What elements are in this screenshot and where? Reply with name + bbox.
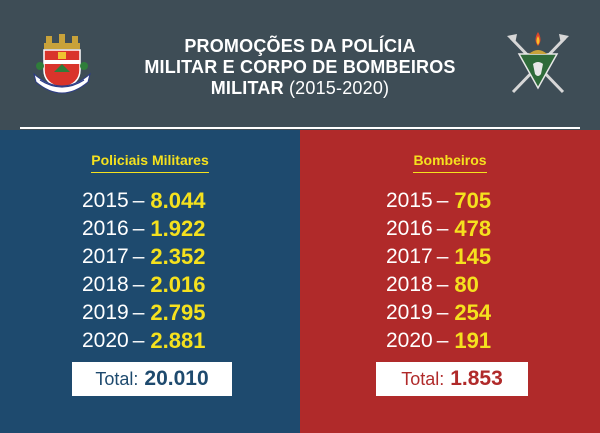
police-heading: Policiais Militares <box>0 152 300 173</box>
row-year: 2016 <box>82 217 129 240</box>
row-value: 1.922 <box>150 216 206 241</box>
row-value: 2.352 <box>150 244 206 269</box>
row-value: 8.044 <box>150 188 206 213</box>
fire-heading-text: Bombeiros <box>413 152 487 173</box>
row-year: 2018 <box>82 273 129 296</box>
fire-row-2016: 2016–478 <box>300 215 600 243</box>
fire-panel: Bombeiros 2015–705 2016–478 2017–145 201… <box>300 130 600 433</box>
header: PROMOÇÕES DA POLÍCIA MILITAR E CORPO DE … <box>0 0 600 130</box>
row-dash: – <box>132 301 145 324</box>
row-value: 2.016 <box>150 272 206 297</box>
police-row-2019: 2019–2.795 <box>0 299 300 327</box>
police-heading-text: Policiais Militares <box>91 152 209 173</box>
row-year: 2020 <box>82 329 129 352</box>
fire-row-2019: 2019–254 <box>300 299 600 327</box>
row-year: 2018 <box>386 273 433 296</box>
row-dash: – <box>436 245 449 268</box>
total-value: 1.853 <box>450 367 503 390</box>
police-row-2016: 2016–1.922 <box>0 215 300 243</box>
row-year: 2016 <box>386 217 433 240</box>
row-value: 254 <box>454 300 492 325</box>
title-line-3: MILITAR (2015-2020) <box>110 78 490 99</box>
row-year: 2015 <box>82 189 129 212</box>
total-label: Total: <box>401 368 445 389</box>
row-value: 2.795 <box>150 300 206 325</box>
row-year: 2015 <box>386 189 433 212</box>
fire-row-2018: 2018–80 <box>300 271 600 299</box>
title-line-1: PROMOÇÕES DA POLÍCIA <box>184 36 416 56</box>
title-line-3-text: MILITAR <box>210 78 284 98</box>
row-dash: – <box>436 329 449 352</box>
city-coat-of-arms-icon <box>33 34 91 94</box>
military-fire-brigade-emblem-icon <box>507 32 569 94</box>
fire-heading: Bombeiros <box>300 152 600 173</box>
police-rows: 2015–8.044 2016–1.922 2017–2.352 2018–2.… <box>0 187 300 355</box>
row-year: 2019 <box>82 301 129 324</box>
row-dash: – <box>132 217 145 240</box>
row-year: 2017 <box>386 245 433 268</box>
police-panel: Policiais Militares 2015–8.044 2016–1.92… <box>0 130 300 433</box>
row-value: 191 <box>454 328 492 353</box>
row-value: 478 <box>454 216 492 241</box>
row-dash: – <box>132 273 145 296</box>
row-value: 80 <box>454 272 479 297</box>
title-line-2: MILITAR E CORPO DE BOMBEIROS <box>144 57 456 77</box>
police-row-2020: 2020–2.881 <box>0 327 300 355</box>
row-dash: – <box>436 301 449 324</box>
police-row-2015: 2015–8.044 <box>0 187 300 215</box>
row-dash: – <box>436 217 449 240</box>
police-row-2017: 2017–2.352 <box>0 243 300 271</box>
row-value: 145 <box>454 244 492 269</box>
row-value: 2.881 <box>150 328 206 353</box>
fire-row-2017: 2017–145 <box>300 243 600 271</box>
row-value: 705 <box>454 188 492 213</box>
row-dash: – <box>132 245 145 268</box>
police-total-box: Total: 20.010 <box>72 362 232 396</box>
page-title: PROMOÇÕES DA POLÍCIA MILITAR E CORPO DE … <box>110 36 490 99</box>
header-divider <box>20 127 580 129</box>
total-label: Total: <box>95 368 139 389</box>
row-dash: – <box>132 189 145 212</box>
row-dash: – <box>132 329 145 352</box>
police-row-2018: 2018–2.016 <box>0 271 300 299</box>
row-dash: – <box>436 189 449 212</box>
fire-row-2020: 2020–191 <box>300 327 600 355</box>
fire-total-box: Total: 1.853 <box>376 362 528 396</box>
row-year: 2020 <box>386 329 433 352</box>
row-dash: – <box>436 273 449 296</box>
fire-row-2015: 2015–705 <box>300 187 600 215</box>
title-years: (2015-2020) <box>288 78 390 98</box>
total-value: 20.010 <box>144 367 209 390</box>
row-year: 2017 <box>82 245 129 268</box>
row-year: 2019 <box>386 301 433 324</box>
fire-rows: 2015–705 2016–478 2017–145 2018–80 2019–… <box>300 187 600 355</box>
